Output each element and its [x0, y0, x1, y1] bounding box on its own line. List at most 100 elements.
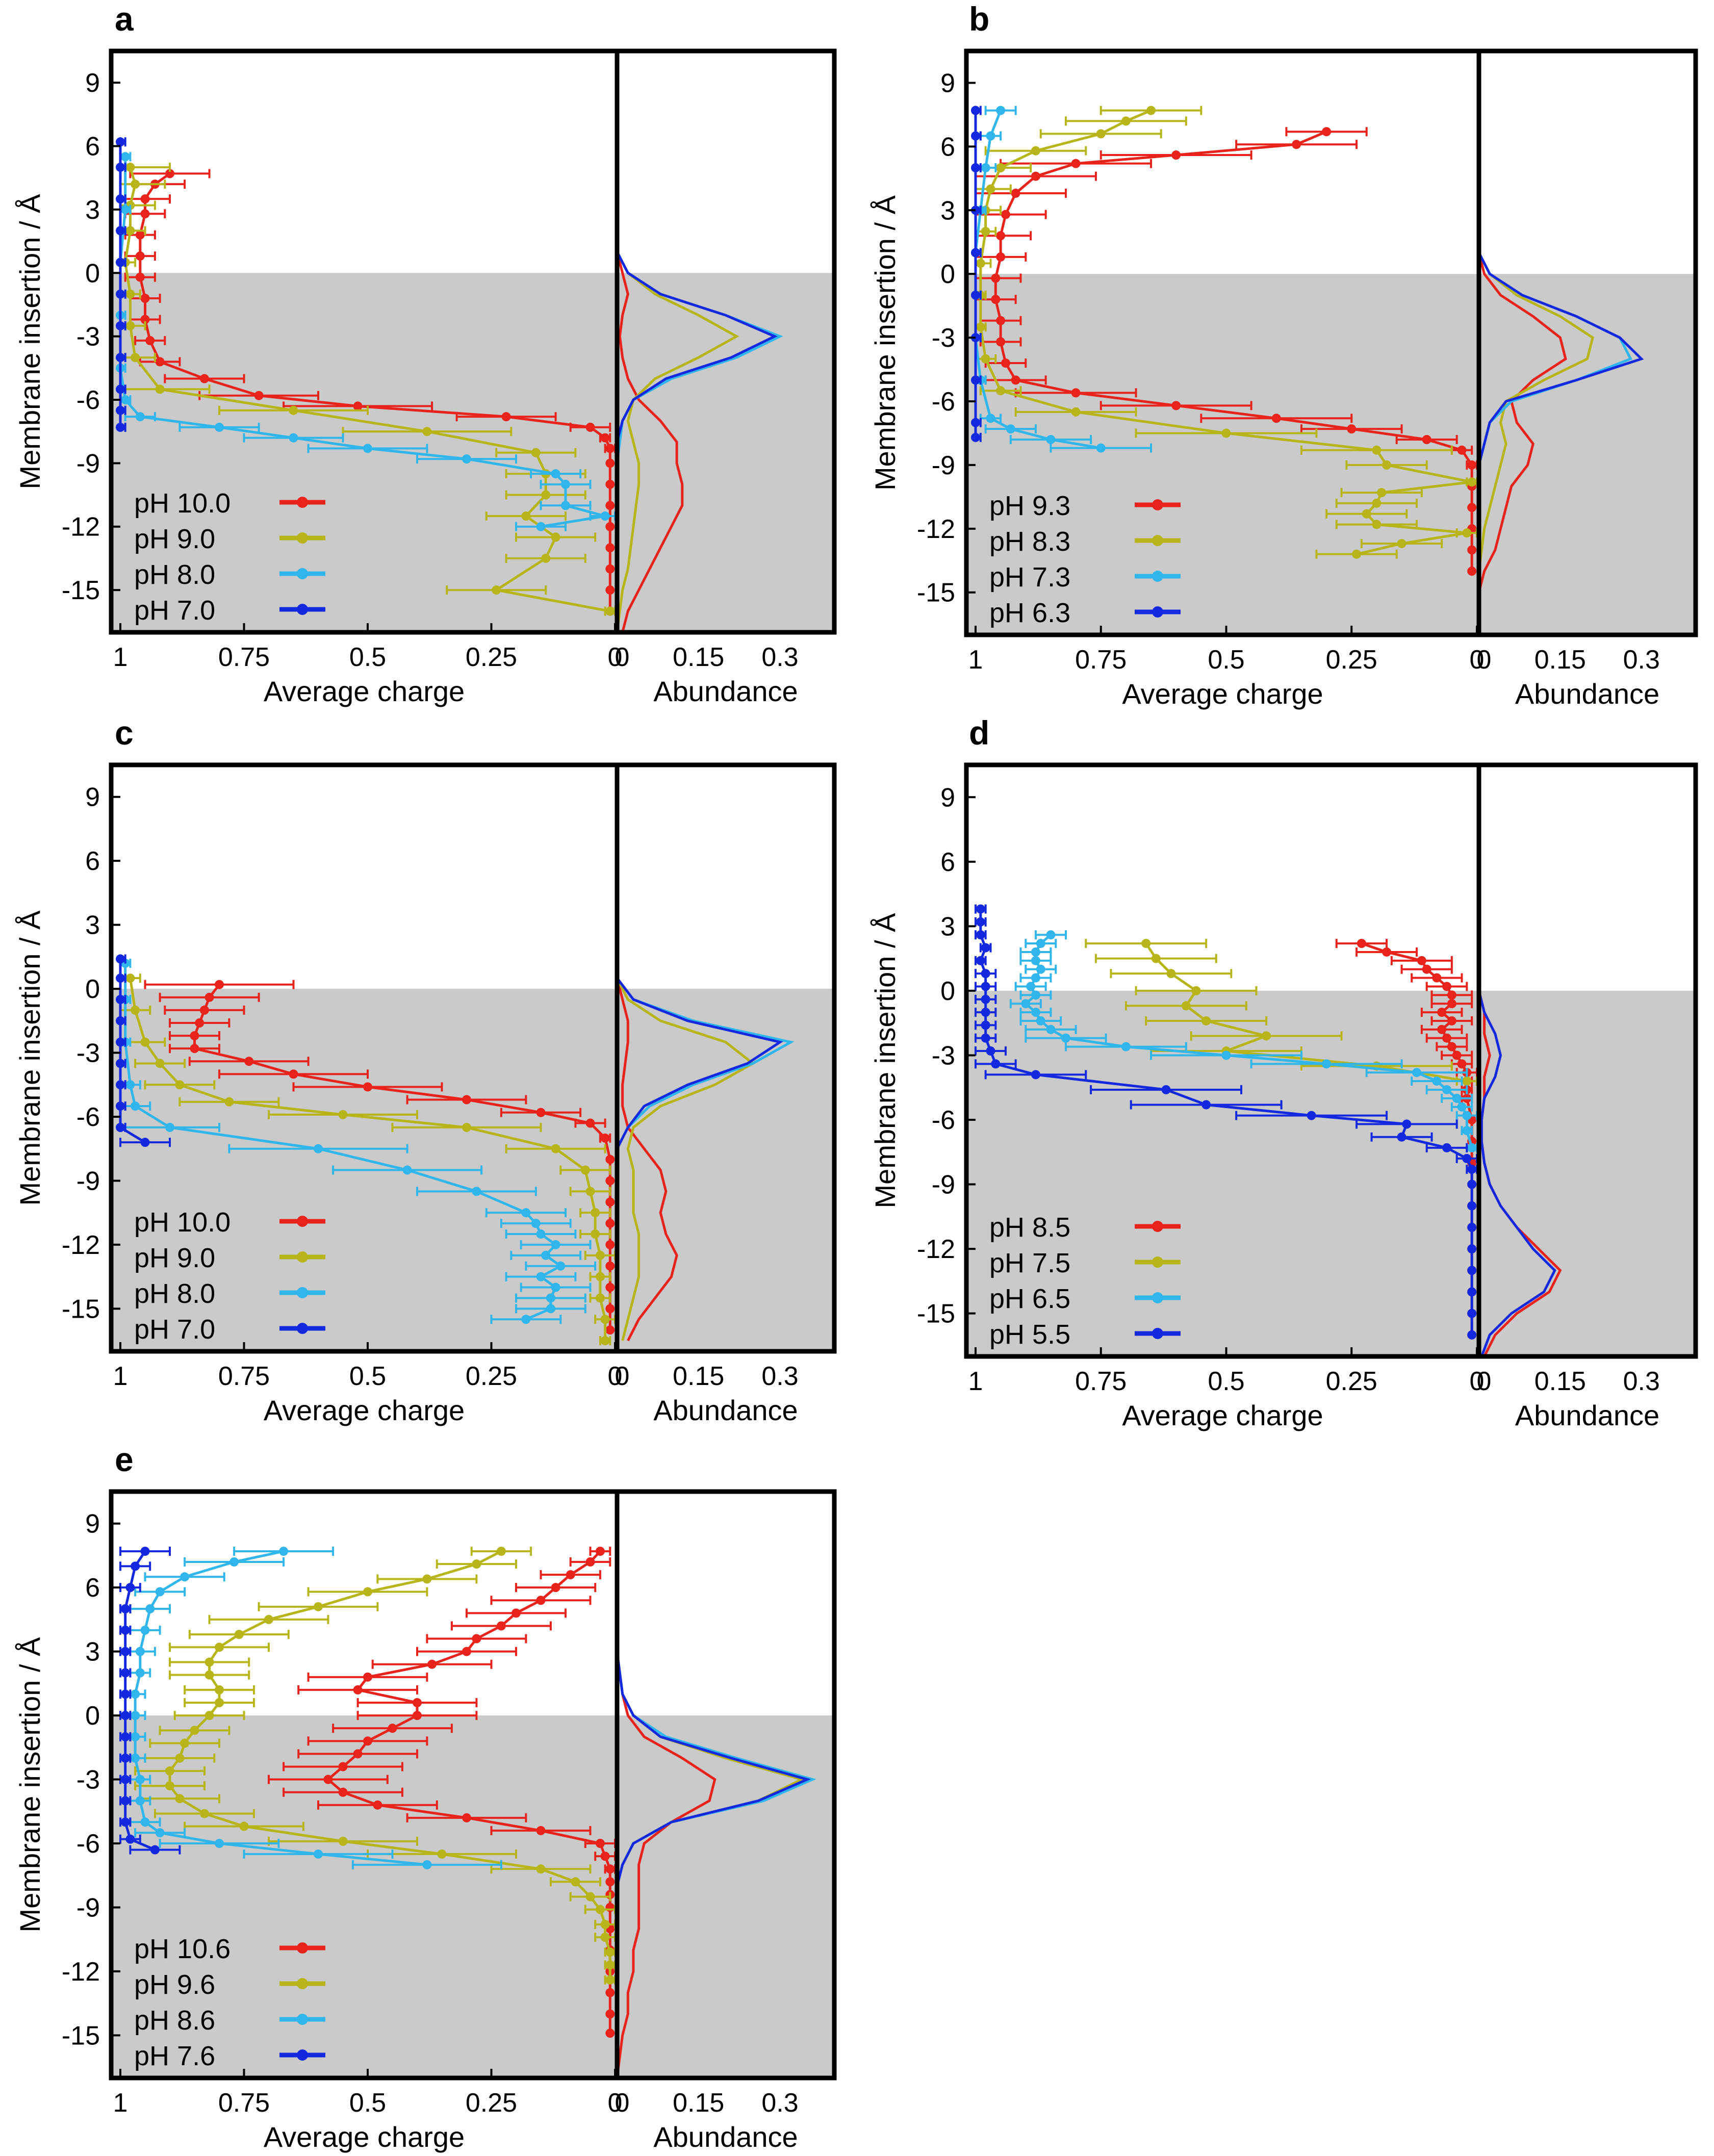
legend-marker: [297, 568, 308, 579]
data-point: [120, 1625, 130, 1635]
data-point: [116, 1101, 125, 1111]
legend-marker: [297, 1216, 308, 1227]
y-tick-label: 0: [85, 974, 100, 1004]
data-point: [600, 1933, 610, 1942]
data-point: [116, 1059, 125, 1068]
data-point: [323, 1775, 333, 1784]
data-point: [1006, 424, 1015, 434]
abundance-axis-label: Abundance: [653, 2121, 798, 2153]
x-tick-label: 0: [608, 643, 623, 672]
data-point: [120, 152, 130, 162]
data-point: [279, 1547, 289, 1556]
data-point: [204, 992, 214, 1002]
data-point: [1442, 982, 1452, 991]
plot-frame: [964, 48, 1698, 637]
abundance-curve-ph-9.3: [1477, 252, 1567, 593]
data-point: [472, 1559, 481, 1569]
y-tick-label: -9: [76, 449, 100, 478]
data-point: [427, 1659, 437, 1669]
data-point: [1201, 1100, 1211, 1110]
data-point: [116, 258, 125, 267]
data-point: [314, 1849, 323, 1859]
data-point: [605, 1903, 615, 1912]
data-point: [135, 251, 145, 261]
data-point: [1347, 424, 1357, 434]
data-point: [175, 1080, 185, 1090]
data-point: [1467, 1287, 1477, 1297]
data-point: [388, 1724, 397, 1733]
y-tick-label: 6: [85, 846, 100, 876]
data-point: [605, 479, 615, 489]
data-point: [595, 1547, 605, 1556]
data-point: [155, 1587, 165, 1597]
data-point: [353, 1749, 363, 1759]
legend-label: pH 5.5: [989, 1319, 1070, 1350]
data-point: [289, 405, 298, 415]
y-axis-label: Membrane insertion / Å: [869, 195, 901, 491]
y-tick-label: 3: [940, 912, 955, 941]
data-point: [1362, 509, 1371, 519]
data-point: [1382, 947, 1392, 957]
data-point: [1417, 956, 1426, 965]
abundance-curve-ph-5.5: [1477, 990, 1556, 1357]
data-point: [521, 1208, 531, 1218]
legend-marker: [1152, 499, 1163, 510]
data-point: [1402, 1119, 1412, 1129]
data-point: [605, 1282, 615, 1292]
legend-marker: [297, 1323, 308, 1334]
data-point: [215, 1642, 224, 1652]
data-point: [551, 1282, 560, 1292]
data-point: [422, 427, 432, 437]
legend-label: pH 6.3: [989, 598, 1070, 628]
data-point: [116, 353, 125, 363]
data-point: [363, 444, 372, 453]
data-point: [605, 1877, 615, 1887]
legend-label: pH 7.0: [134, 1314, 215, 1345]
data-point: [976, 904, 985, 914]
x-tick-label: 1: [113, 2088, 128, 2118]
data-point: [996, 106, 1006, 115]
data-point: [215, 980, 224, 989]
plot-frame: [109, 762, 837, 1354]
data-point: [1372, 520, 1382, 529]
data-point: [131, 1711, 140, 1721]
x-axis-label: Average charge: [1122, 678, 1323, 710]
y-tick-label: 0: [940, 977, 955, 1006]
data-point: [1031, 990, 1040, 1000]
data-point: [135, 1647, 145, 1656]
y-tick-label: 3: [85, 1637, 100, 1667]
data-point: [605, 501, 615, 510]
data-point: [605, 1988, 615, 1997]
data-point: [605, 1197, 615, 1207]
data-point: [971, 248, 980, 258]
data-point: [1357, 939, 1366, 948]
y-tick-label: 6: [85, 1573, 100, 1603]
data-point: [1412, 1068, 1422, 1077]
abundance-curve-ph-8.3: [1477, 252, 1594, 593]
data-point: [1121, 1042, 1131, 1051]
data-point: [116, 1080, 125, 1090]
abundance-tick-label: 0.3: [1623, 645, 1660, 675]
data-point: [1462, 528, 1472, 538]
data-point: [986, 1046, 995, 1056]
data-point: [981, 1008, 990, 1017]
data-point: [199, 374, 209, 383]
data-point: [605, 458, 615, 468]
data-point: [1437, 1008, 1447, 1017]
data-point: [120, 1647, 130, 1656]
data-point: [591, 1229, 600, 1239]
data-point: [561, 479, 570, 489]
data-point: [1191, 986, 1201, 995]
y-tick-label: -15: [62, 1294, 100, 1324]
y-tick-label: -6: [76, 1102, 100, 1132]
data-point: [131, 1005, 140, 1015]
data-point: [605, 1975, 615, 1985]
data-point: [1181, 1001, 1191, 1011]
data-point: [289, 433, 298, 443]
y-tick-label: -15: [917, 578, 955, 608]
data-point: [1151, 954, 1161, 963]
y-tick-label: 9: [940, 68, 955, 98]
data-point: [600, 511, 610, 521]
data-point: [462, 1122, 471, 1132]
abundance-curve-ph-7.6: [616, 1651, 811, 1887]
